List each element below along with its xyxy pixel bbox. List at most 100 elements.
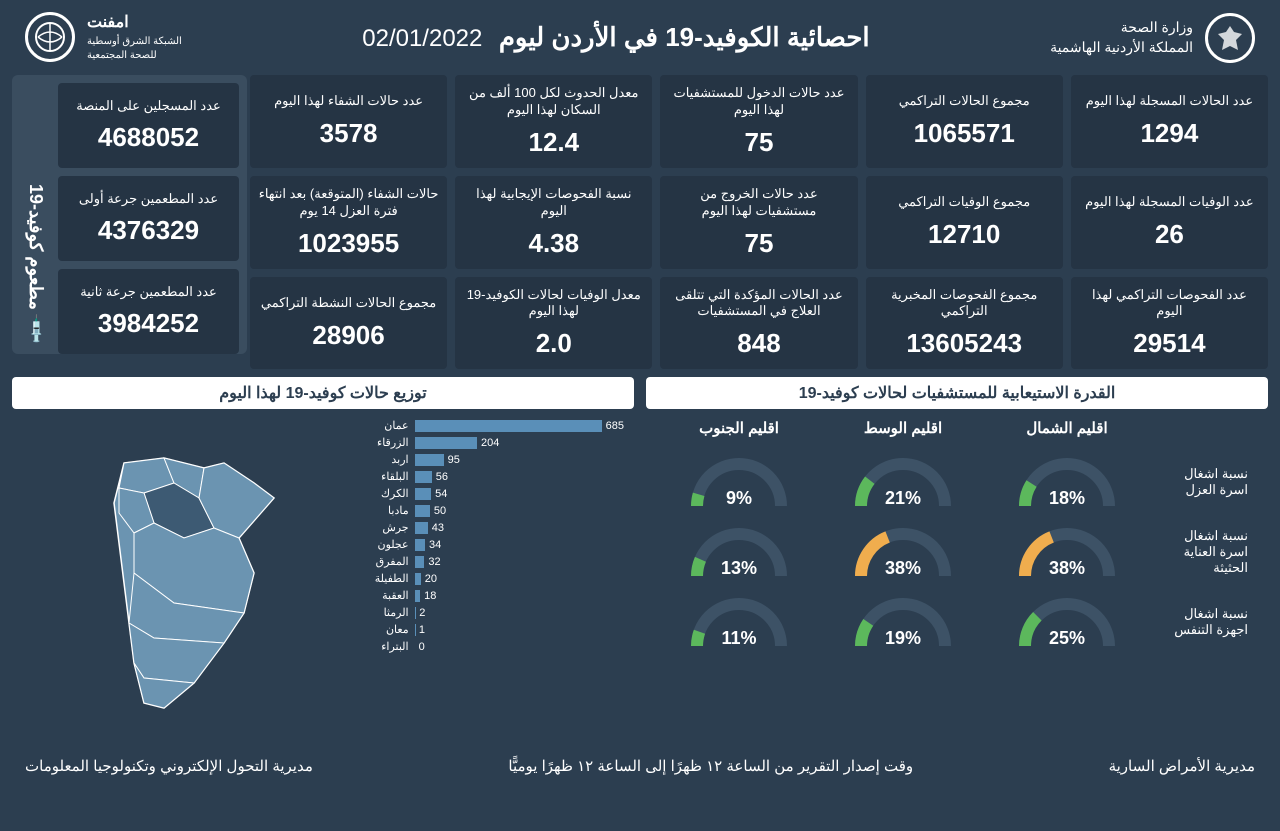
bar-row: مادبا 50 [367,504,624,517]
region-header: اقليم الشمال [994,419,1140,443]
stat-value: 13605243 [874,328,1055,359]
stat-card: عدد الحالات المسجلة لهذا اليوم1294 [1071,75,1268,168]
vaccine-card: عدد المطعمين جرعة أولى4376329 [58,176,239,261]
capacity-row-label: نسبة اشغال اسرة العناية الحثيثة [1158,521,1248,583]
bar-value: 0 [419,641,425,653]
vaccine-card: عدد المسجلين على المنصة 4688052 [58,83,239,168]
bar-row: المفرق 32 [367,555,624,568]
ministry-block: وزارة الصحة المملكة الأردنية الهاشمية [1050,13,1255,63]
capacity-row-label: نسبة اشغال اجهزة التنفس [1158,591,1248,653]
bar-row: عمان 685 [367,419,624,432]
bar-row: الكرك 54 [367,487,624,500]
jordan-emblem-icon [1205,13,1255,63]
vaccine-label: عدد المسجلين على المنصة [66,98,231,115]
syringe-icon: 💉 [19,313,53,347]
stat-label: عدد الفحوصات التراكمي لهذا اليوم [1079,287,1260,321]
stat-label: مجموع الوفيات التراكمي [874,194,1055,211]
region-header: اقليم الوسط [830,419,976,443]
stat-card: عدد الحالات المؤكدة التي تتلقى العلاج في… [660,277,857,370]
bar-value: 95 [448,454,460,466]
bar-value: 54 [435,488,447,500]
stat-card: عدد حالات الخروج من مستشفيات لهذا اليوم7… [660,176,857,269]
stat-label: عدد الوفيات المسجلة لهذا اليوم [1079,194,1260,211]
stat-label: مجموع الحالات النشطة التراكمي [258,295,439,312]
bar-value: 20 [425,573,437,585]
capacity-gauge: 25% [1012,591,1122,653]
network-line3: للصحة المجتمعية [87,49,182,63]
stat-label: عدد حالات الشفاء لهذا اليوم [258,93,439,110]
stat-value: 4.38 [463,228,644,259]
bar-value: 32 [428,556,440,568]
footer-left: مديرية التحول الإلكتروني وتكنولوجيا المع… [25,757,313,775]
bar-value: 56 [436,471,448,483]
footer-center: وقت إصدار التقرير من الساعة ١٢ ظهرًا إلى… [508,757,913,775]
bar-value: 18 [424,590,436,602]
network-block: امفنت الشبكة الشرق أوسطية للصحة المجتمعي… [25,12,182,62]
bar-row: الرمثا 2 [367,606,624,619]
bar-value: 43 [432,522,444,534]
bar-label: معان [367,623,409,636]
vaccine-panel: عدد المسجلين على المنصة 4688052 عدد المطعم… [12,75,247,354]
capacity-gauge: 18% [1012,451,1122,513]
vaccine-label: عدد المطعمين جرعة ثانية [66,284,231,301]
gauge-value: 25% [1012,628,1122,649]
capacity-title: القدرة الاستيعابية للمستشفيات لحالات كوف… [646,377,1268,409]
bar-label: العقبة [367,589,409,602]
bar-row: البلقاء 56 [367,470,624,483]
vaccine-label: عدد المطعمين جرعة أولى [66,191,231,208]
stat-value: 3578 [258,118,439,149]
bar-label: جرش [367,521,409,534]
stat-label: معدل الحدوث لكل 100 ألف من السكان لهذا ا… [463,85,644,119]
bar-label: البتراء [367,640,409,653]
capacity-panel: القدرة الاستيعابية للمستشفيات لحالات كوف… [646,377,1268,747]
bar-value: 1 [419,624,425,636]
stat-label: عدد الحالات المسجلة لهذا اليوم [1079,93,1260,110]
bar-value: 685 [606,420,624,432]
capacity-gauge: 38% [1012,521,1122,583]
stat-card: معدل الوفيات لحالات الكوفيد-19 لهذا اليو… [455,277,652,370]
stat-card: عدد حالات الدخول للمستشفيات لهذا اليوم75 [660,75,857,168]
jordan-map [22,419,357,747]
stat-card: مجموع الحالات التراكمي1065571 [866,75,1063,168]
capacity-gauge: 13% [684,521,794,583]
gauge-value: 19% [848,628,958,649]
gauge-value: 18% [1012,488,1122,509]
bar-row: العقبة 18 [367,589,624,602]
stat-label: عدد حالات الخروج من مستشفيات لهذا اليوم [668,186,849,220]
header: وزارة الصحة المملكة الأردنية الهاشمية اح… [0,0,1280,75]
stat-label: معدل الوفيات لحالات الكوفيد-19 لهذا اليو… [463,287,644,321]
governorate-bars: عمان 685 الزرقاء 204 اربد 95 البلقاء 56 الكر… [367,419,624,747]
stat-value: 1023955 [258,228,439,259]
stat-label: عدد حالات الدخول للمستشفيات لهذا اليوم [668,85,849,119]
title-block: احصائية الكوفيد-19 في الأردن ليوم 02/01/… [362,22,869,53]
bar-row: عجلون 34 [367,538,624,551]
bar-label: الزرقاء [367,436,409,449]
capacity-gauge: 19% [848,591,958,653]
bar-label: الطفيلة [367,572,409,585]
capacity-gauge: 11% [684,591,794,653]
stat-label: نسبة الفحوصات الإيجابية لهذا اليوم [463,186,644,220]
stat-value: 28906 [258,320,439,351]
bar-label: الكرك [367,487,409,500]
vaccine-card: عدد المطعمين جرعة ثانية3984252 [58,269,239,354]
stat-value: 29514 [1079,328,1260,359]
network-line1: امفنت [87,12,182,34]
stat-label: عدد الحالات المؤكدة التي تتلقى العلاج في… [668,287,849,321]
capacity-row-label: نسبة اشغال اسرة العزل [1158,451,1248,513]
bar-row: اربد 95 [367,453,624,466]
distribution-title: توزيع حالات كوفيد-19 لهذا اليوم [12,377,634,409]
ministry-line2: المملكة الأردنية الهاشمية [1050,38,1193,58]
stat-card: عدد حالات الشفاء لهذا اليوم 3578 [250,75,447,168]
stat-label: حالات الشفاء (المتوقعة) بعد انتهاء فترة … [258,186,439,220]
main-title: احصائية الكوفيد-19 في الأردن ليوم [499,22,870,52]
stat-value: 848 [668,328,849,359]
capacity-gauge: 21% [848,451,958,513]
gauge-value: 11% [684,628,794,649]
stat-card: عدد الوفيات المسجلة لهذا اليوم26 [1071,176,1268,269]
bar-row: الزرقاء 204 [367,436,624,449]
stat-value: 1065571 [874,118,1055,149]
distribution-panel: توزيع حالات كوفيد-19 لهذا اليوم عمان 685… [12,377,634,747]
network-logo-icon [25,12,75,62]
vaccine-value: 4688052 [66,122,231,153]
stat-card: مجموع الوفيات التراكمي12710 [866,176,1063,269]
